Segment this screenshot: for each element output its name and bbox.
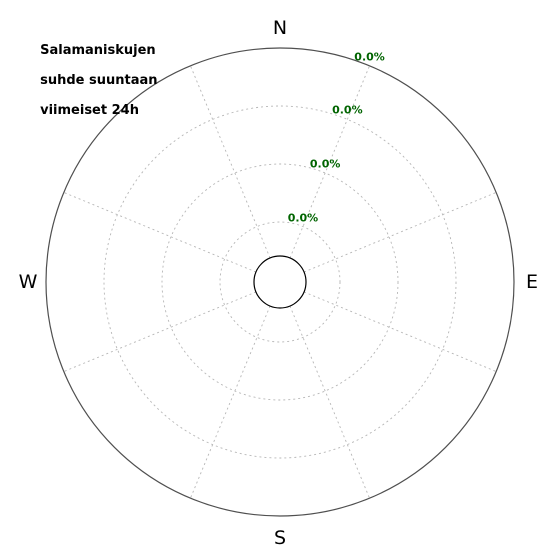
ring-label-0: 0.0% [288, 211, 319, 224]
ring-label-1: 0.0% [310, 157, 341, 170]
direction-label-w: W [19, 271, 38, 293]
polar-chart-container: Salamaniskujen suhde suuntaan viimeiset … [0, 0, 550, 550]
direction-label-n: N [273, 17, 287, 39]
direction-label-e: E [526, 271, 538, 293]
chart-title-line-2: suhde suuntaan [40, 73, 157, 88]
ring-label-3: 0.0% [354, 50, 385, 63]
chart-title-line-3: viimeiset 24h [40, 103, 139, 118]
chart-title-line-1: Salamaniskujen [40, 43, 156, 58]
chart-title: Salamaniskujen suhde suuntaan viimeiset … [22, 28, 158, 133]
ring-label-2: 0.0% [332, 104, 363, 117]
direction-label-s: S [274, 527, 286, 549]
